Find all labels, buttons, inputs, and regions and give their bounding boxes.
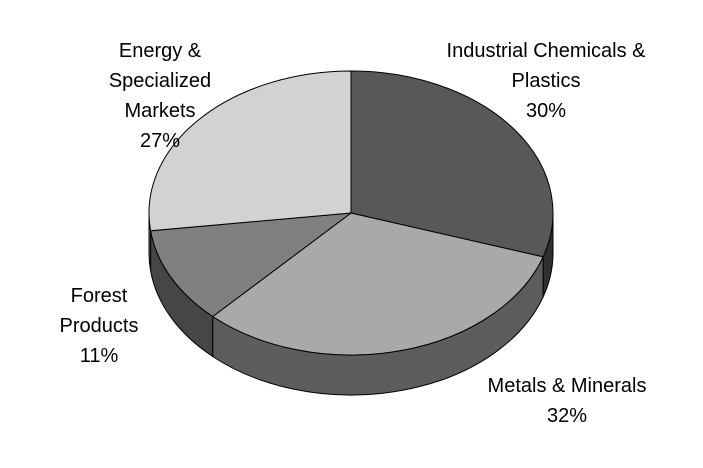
category-label: Metals & Minerals: [487, 375, 647, 397]
category-label: Energy & Specialized Markets: [108, 40, 212, 122]
slice-label: Metals & Minerals 32%: [467, 371, 667, 431]
slice-label: Industrial Chemicals & Plastics 30%: [434, 36, 659, 126]
pie-slice: [211, 212, 544, 356]
slice-label: Forest Products 11%: [58, 281, 140, 371]
category-label: Industrial Chemicals & Plastics: [446, 40, 646, 92]
pie-slice: [350, 70, 554, 258]
value-label: 27%: [139, 130, 181, 152]
value-label: 32%: [546, 405, 588, 427]
pie-slice: [150, 212, 353, 318]
slice-label: Energy & Specialized Markets 27%: [76, 36, 244, 156]
category-label: Forest Products: [59, 285, 139, 337]
value-label: 30%: [525, 100, 567, 122]
value-label: 11%: [79, 345, 119, 367]
pie-slice: [148, 70, 352, 232]
